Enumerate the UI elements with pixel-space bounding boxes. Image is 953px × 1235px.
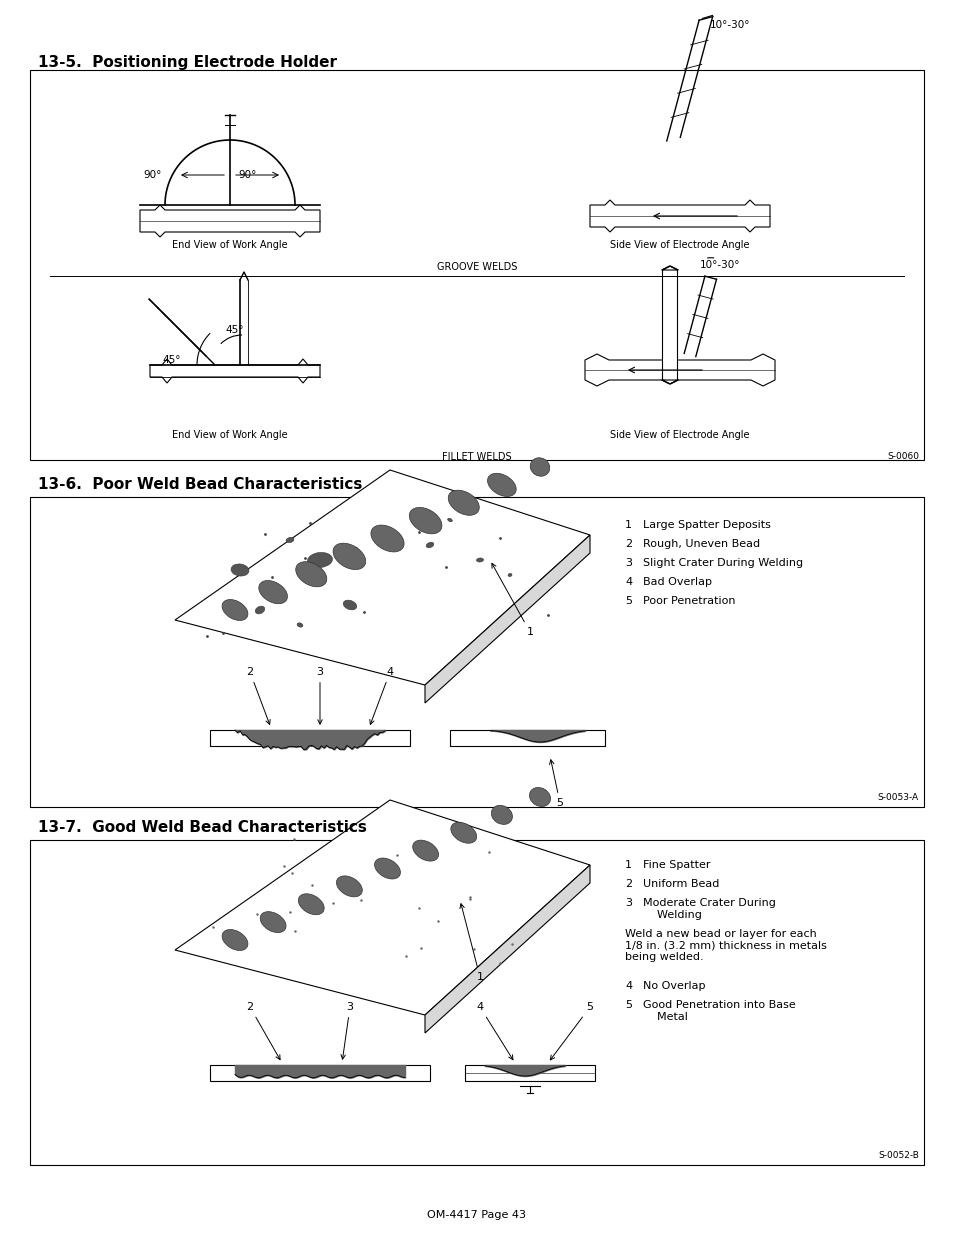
Text: Large Spatter Deposits: Large Spatter Deposits <box>642 520 770 530</box>
Bar <box>210 1065 430 1081</box>
Text: Fine Spatter: Fine Spatter <box>642 860 710 869</box>
Bar <box>210 730 410 746</box>
Text: 1: 1 <box>624 860 631 869</box>
Text: 10°-30°: 10°-30° <box>700 261 740 270</box>
Text: OM-4417 Page 43: OM-4417 Page 43 <box>427 1210 526 1220</box>
Text: Slight Crater During Welding: Slight Crater During Welding <box>642 558 802 568</box>
Text: 4: 4 <box>624 577 632 587</box>
Ellipse shape <box>426 542 434 548</box>
Text: Bad Overlap: Bad Overlap <box>642 577 711 587</box>
Bar <box>464 1065 595 1081</box>
Ellipse shape <box>307 552 332 568</box>
Text: Weld a new bead or layer for each
1/8 in. (3.2 mm) thickness in metals
being wel: Weld a new bead or layer for each 1/8 in… <box>624 929 826 962</box>
Text: Poor Penetration: Poor Penetration <box>642 597 735 606</box>
Ellipse shape <box>451 823 476 844</box>
Text: 5: 5 <box>550 1002 593 1060</box>
Ellipse shape <box>487 473 516 496</box>
Text: FILLET WELDS: FILLET WELDS <box>442 452 511 462</box>
Text: Side View of Electrode Angle: Side View of Electrode Angle <box>610 430 749 440</box>
Text: Moderate Crater During
    Welding: Moderate Crater During Welding <box>642 898 775 920</box>
Bar <box>30 840 923 1165</box>
Polygon shape <box>424 535 589 703</box>
Text: End View of Work Angle: End View of Work Angle <box>172 240 288 249</box>
Text: 1: 1 <box>459 904 483 982</box>
Text: 3: 3 <box>316 667 323 724</box>
Text: GROOVE WELDS: GROOVE WELDS <box>436 262 517 272</box>
Ellipse shape <box>375 858 400 879</box>
Text: 2: 2 <box>624 879 632 889</box>
Ellipse shape <box>491 805 512 825</box>
Text: S-0060: S-0060 <box>886 452 918 461</box>
Ellipse shape <box>222 599 248 620</box>
Text: Side View of Electrode Angle: Side View of Electrode Angle <box>610 240 749 249</box>
Text: 3: 3 <box>624 898 631 908</box>
Polygon shape <box>174 800 589 1015</box>
Text: 4: 4 <box>624 981 632 990</box>
Ellipse shape <box>409 508 441 534</box>
Ellipse shape <box>295 562 327 587</box>
Text: 5: 5 <box>549 760 563 808</box>
Text: Rough, Uneven Bead: Rough, Uneven Bead <box>642 538 760 550</box>
Text: 3: 3 <box>340 1002 354 1060</box>
Text: 45°: 45° <box>162 354 180 366</box>
Text: 10°-30°: 10°-30° <box>709 20 750 30</box>
Text: 1: 1 <box>492 563 533 637</box>
Text: S-0053-A: S-0053-A <box>877 793 918 802</box>
Polygon shape <box>140 205 319 237</box>
Text: 1: 1 <box>624 520 631 530</box>
Ellipse shape <box>333 543 365 569</box>
Ellipse shape <box>296 622 302 627</box>
Text: 4: 4 <box>370 667 394 725</box>
Text: 5: 5 <box>624 597 631 606</box>
Ellipse shape <box>222 930 248 951</box>
Bar <box>450 730 604 746</box>
Text: 2: 2 <box>624 538 632 550</box>
Ellipse shape <box>258 580 287 604</box>
Text: Uniform Bead: Uniform Bead <box>642 879 719 889</box>
Bar <box>30 70 923 459</box>
Ellipse shape <box>476 558 483 562</box>
Ellipse shape <box>371 525 404 552</box>
Text: 13-7.  Good Weld Bead Characteristics: 13-7. Good Weld Bead Characteristics <box>38 820 367 835</box>
Text: Good Penetration into Base
    Metal: Good Penetration into Base Metal <box>642 1000 795 1021</box>
Ellipse shape <box>413 840 438 861</box>
Polygon shape <box>424 864 589 1032</box>
Ellipse shape <box>298 894 324 915</box>
Text: End View of Work Angle: End View of Work Angle <box>172 430 288 440</box>
Text: 90°: 90° <box>144 170 162 180</box>
Polygon shape <box>660 266 678 384</box>
Text: S-0052-B: S-0052-B <box>877 1151 918 1160</box>
Ellipse shape <box>530 458 549 477</box>
Polygon shape <box>174 471 589 685</box>
Text: 5: 5 <box>624 1000 631 1010</box>
Ellipse shape <box>260 911 286 932</box>
Text: 2: 2 <box>246 667 270 725</box>
Text: 13-6.  Poor Weld Bead Characteristics: 13-6. Poor Weld Bead Characteristics <box>38 477 362 492</box>
Text: No Overlap: No Overlap <box>642 981 705 990</box>
Polygon shape <box>589 200 769 232</box>
Polygon shape <box>150 359 319 383</box>
Ellipse shape <box>343 600 356 610</box>
Ellipse shape <box>336 876 362 897</box>
Text: 13-5.  Positioning Electrode Holder: 13-5. Positioning Electrode Holder <box>38 56 336 70</box>
Text: 4: 4 <box>476 1002 513 1060</box>
Ellipse shape <box>231 564 249 576</box>
Text: 90°: 90° <box>237 170 256 180</box>
Text: 2: 2 <box>246 1002 280 1060</box>
Ellipse shape <box>255 606 264 614</box>
Ellipse shape <box>286 537 294 542</box>
Ellipse shape <box>508 573 512 577</box>
Polygon shape <box>584 354 774 387</box>
Text: 45°: 45° <box>225 325 243 335</box>
Ellipse shape <box>447 519 452 521</box>
Ellipse shape <box>448 490 478 515</box>
Bar <box>30 496 923 806</box>
Ellipse shape <box>529 788 550 806</box>
Text: 3: 3 <box>624 558 631 568</box>
